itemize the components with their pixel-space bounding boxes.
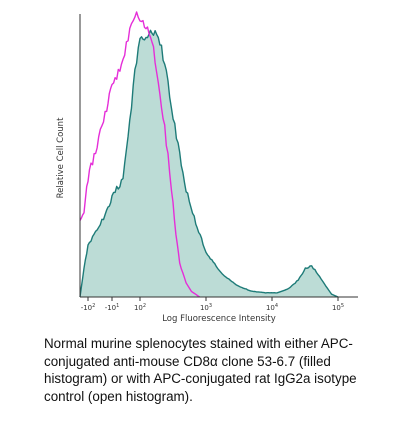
x-tick-label: 102 <box>134 303 146 312</box>
x-axis-label: Log Fluorescence Intensity <box>162 314 276 324</box>
histogram-chart: -102 -101 102 103 104 105 Log Fluorescence In… <box>56 11 358 324</box>
series-layer <box>79 11 339 298</box>
y-axis-label: Relative Cell Count <box>56 117 66 198</box>
x-tick-label: 103 <box>200 303 212 312</box>
x-tick-label: 104 <box>266 303 278 312</box>
x-tick-label: -102 <box>81 303 96 312</box>
figure-caption: Normal murine splenocytes stained with e… <box>44 336 357 404</box>
filled-histogram-line <box>79 29 339 298</box>
x-tick-label: -101 <box>105 303 120 312</box>
filled-histogram-area <box>80 30 338 298</box>
x-ticks: -102 -101 102 103 104 105 <box>81 297 344 312</box>
axes-layer <box>79 14 358 298</box>
open-histogram-line <box>79 11 200 298</box>
x-tick-label: 105 <box>332 303 344 312</box>
